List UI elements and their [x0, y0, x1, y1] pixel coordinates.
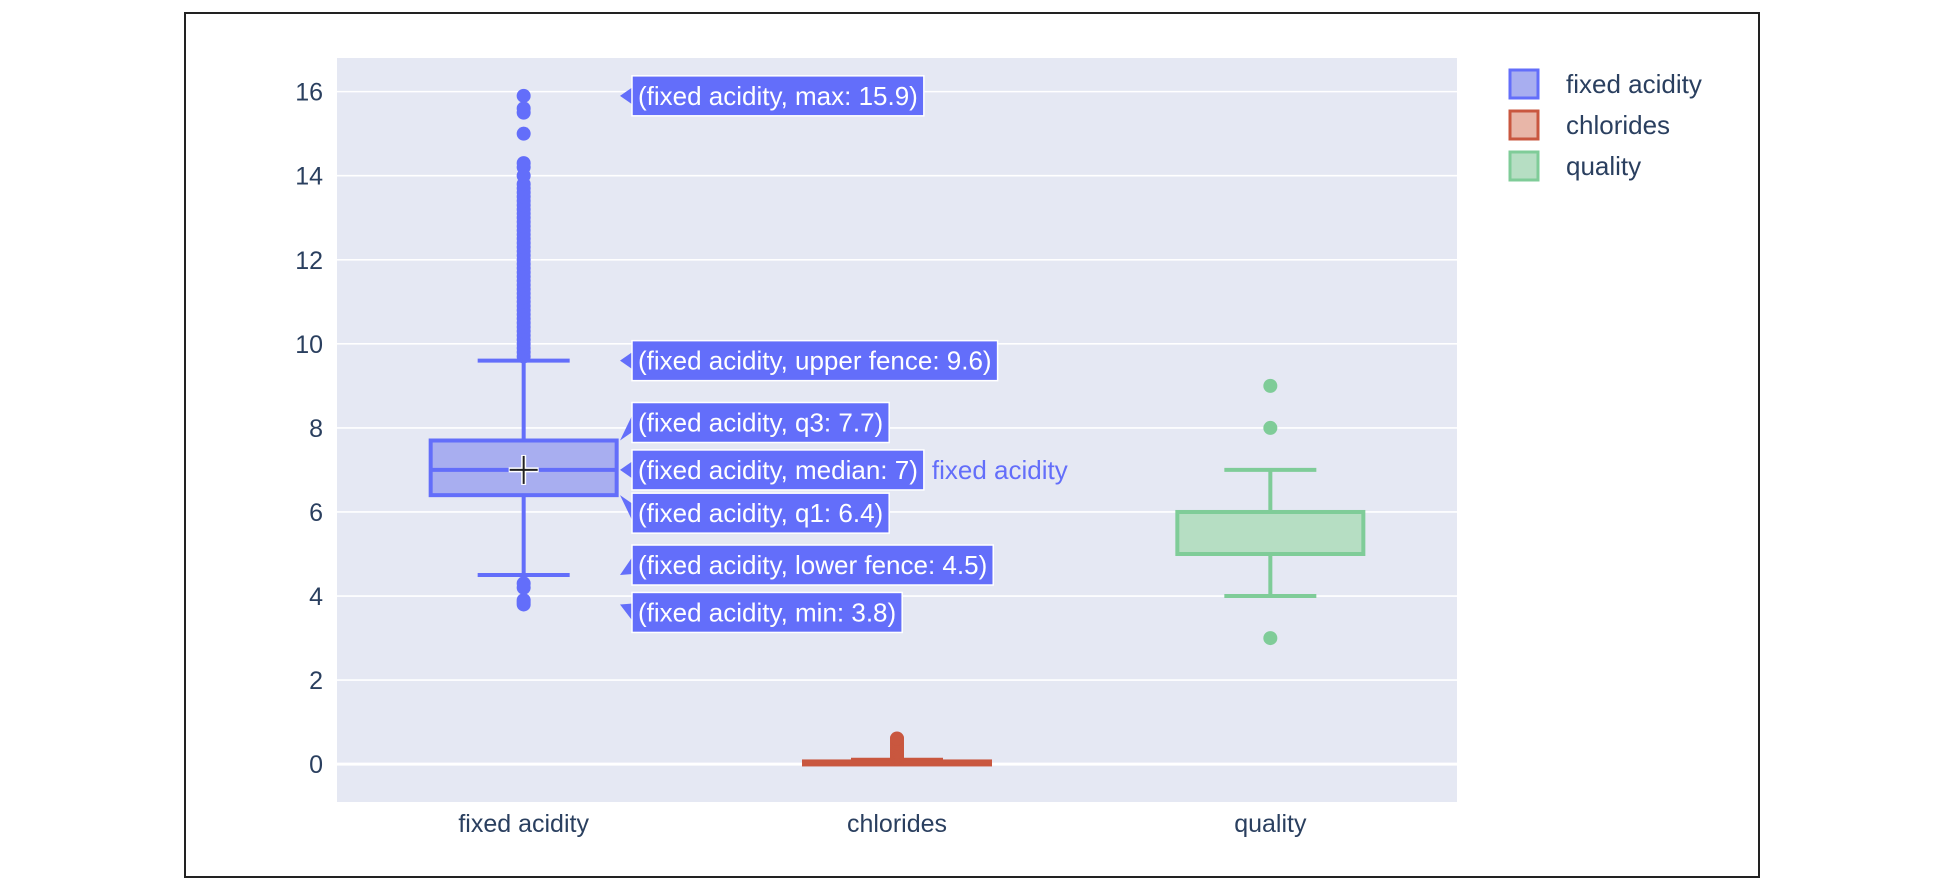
- legend-item[interactable]: chlorides: [1508, 109, 1670, 141]
- outlier-point: [890, 731, 904, 746]
- hover-label-pointer: [620, 556, 633, 576]
- x-axis: fixed acidity chlorides quality: [458, 810, 1307, 838]
- outlier-point: [1263, 420, 1278, 435]
- hover-label-text: (fixed acidity, median: 7): [638, 455, 918, 485]
- hover-label-box: [631, 544, 994, 586]
- hover-label-box: [631, 339, 999, 382]
- legend-swatch: [1508, 109, 1540, 141]
- hover-label: (fixed acidity, median: 7): [620, 449, 925, 491]
- hover-label: (fixed acidity, q1: 6.4): [620, 492, 890, 534]
- plot-area: [337, 58, 1457, 802]
- hover-label: (fixed acidity, lower fence: 4.5): [620, 544, 994, 586]
- box-trace: [1175, 378, 1366, 646]
- y-tick-label: 2: [309, 667, 323, 695]
- hover-label: (fixed acidity, upper fence: 9.6): [620, 339, 999, 382]
- legend-item[interactable]: quality: [1508, 150, 1641, 182]
- hover-label-text: (fixed acidity, min: 3.8): [638, 597, 896, 627]
- legend[interactable]: fixed acidity chlorides quality: [1508, 68, 1702, 182]
- outlier-point: [516, 126, 531, 141]
- hover-label-text: (fixed acidity, q1: 6.4): [638, 498, 883, 528]
- y-tick-label: 14: [295, 163, 323, 191]
- hover-label-pointer: [620, 603, 633, 622]
- y-axis: 0 2 4 6 8 10 12 14 16: [295, 79, 323, 780]
- legend-swatch: [1508, 150, 1540, 182]
- hover-label-box: [631, 591, 903, 634]
- hover-label-box: [631, 492, 890, 534]
- y-tick-label: 4: [309, 583, 323, 611]
- x-tick-label: quality: [1234, 810, 1307, 838]
- hover-label-text: (fixed acidity, lower fence: 4.5): [638, 550, 987, 580]
- hover-label: (fixed acidity, max: 15.9): [620, 75, 925, 117]
- hover-label-pointer: [620, 86, 633, 105]
- hover-label-box: [631, 75, 925, 117]
- hover-label-pointer: [620, 495, 633, 523]
- hover-label-pointer: [620, 413, 633, 441]
- hover-label-pointer: [620, 351, 633, 370]
- iqr-box: [1175, 509, 1366, 556]
- hover-label-text: (fixed acidity, q3: 7.7): [638, 408, 883, 438]
- figure-frame: 0 2 4 6 8 10 12 14 16 fixed acidity chlorides qual…: [184, 12, 1760, 878]
- x-tick-label: fixed acidity: [458, 810, 589, 838]
- box-trace: [428, 88, 619, 612]
- box-plot-chart: 0 2 4 6 8 10 12 14 16 fixed acidity chlorides qual…: [295, 58, 1702, 838]
- hover-label-text: (fixed acidity, max: 15.9): [638, 81, 918, 111]
- outlier-point: [516, 156, 531, 171]
- y-tick-label: 6: [309, 499, 323, 527]
- hover-trace-name: fixed acidity: [932, 455, 1068, 485]
- hover-label-pointer: [620, 460, 633, 479]
- outlier-point: [516, 88, 531, 103]
- y-tick-label: 10: [295, 331, 323, 359]
- hover-labels: (fixed acidity, max: 15.9) (fixed acidity…: [620, 75, 1068, 634]
- hover-label-text: (fixed acidity, upper fence: 9.6): [638, 346, 992, 376]
- outlier-point: [516, 593, 531, 608]
- crosshair-cursor-icon: [508, 454, 539, 485]
- y-tick-label: 0: [309, 751, 323, 779]
- outlier-point: [1263, 378, 1278, 393]
- legend-swatch: [1508, 68, 1540, 100]
- box-traces: [428, 88, 1366, 767]
- legend-label: quality: [1566, 151, 1641, 181]
- hover-label-box: [631, 449, 925, 491]
- hover-label: (fixed acidity, q3: 7.7): [620, 401, 890, 444]
- outlier-point: [1263, 631, 1278, 646]
- legend-label: fixed acidity: [1566, 69, 1702, 99]
- legend-label: chlorides: [1566, 110, 1670, 140]
- hover-label-box: [631, 401, 890, 444]
- y-tick-label: 12: [295, 247, 323, 275]
- y-tick-label: 16: [295, 79, 323, 107]
- outlier-point: [516, 576, 531, 591]
- outlier-point: [516, 101, 531, 116]
- legend-item[interactable]: fixed acidity: [1508, 68, 1702, 100]
- x-tick-label: chlorides: [847, 810, 947, 838]
- hover-label: (fixed acidity, min: 3.8): [620, 591, 903, 634]
- box-trace: [802, 731, 992, 767]
- y-tick-label: 8: [309, 415, 323, 443]
